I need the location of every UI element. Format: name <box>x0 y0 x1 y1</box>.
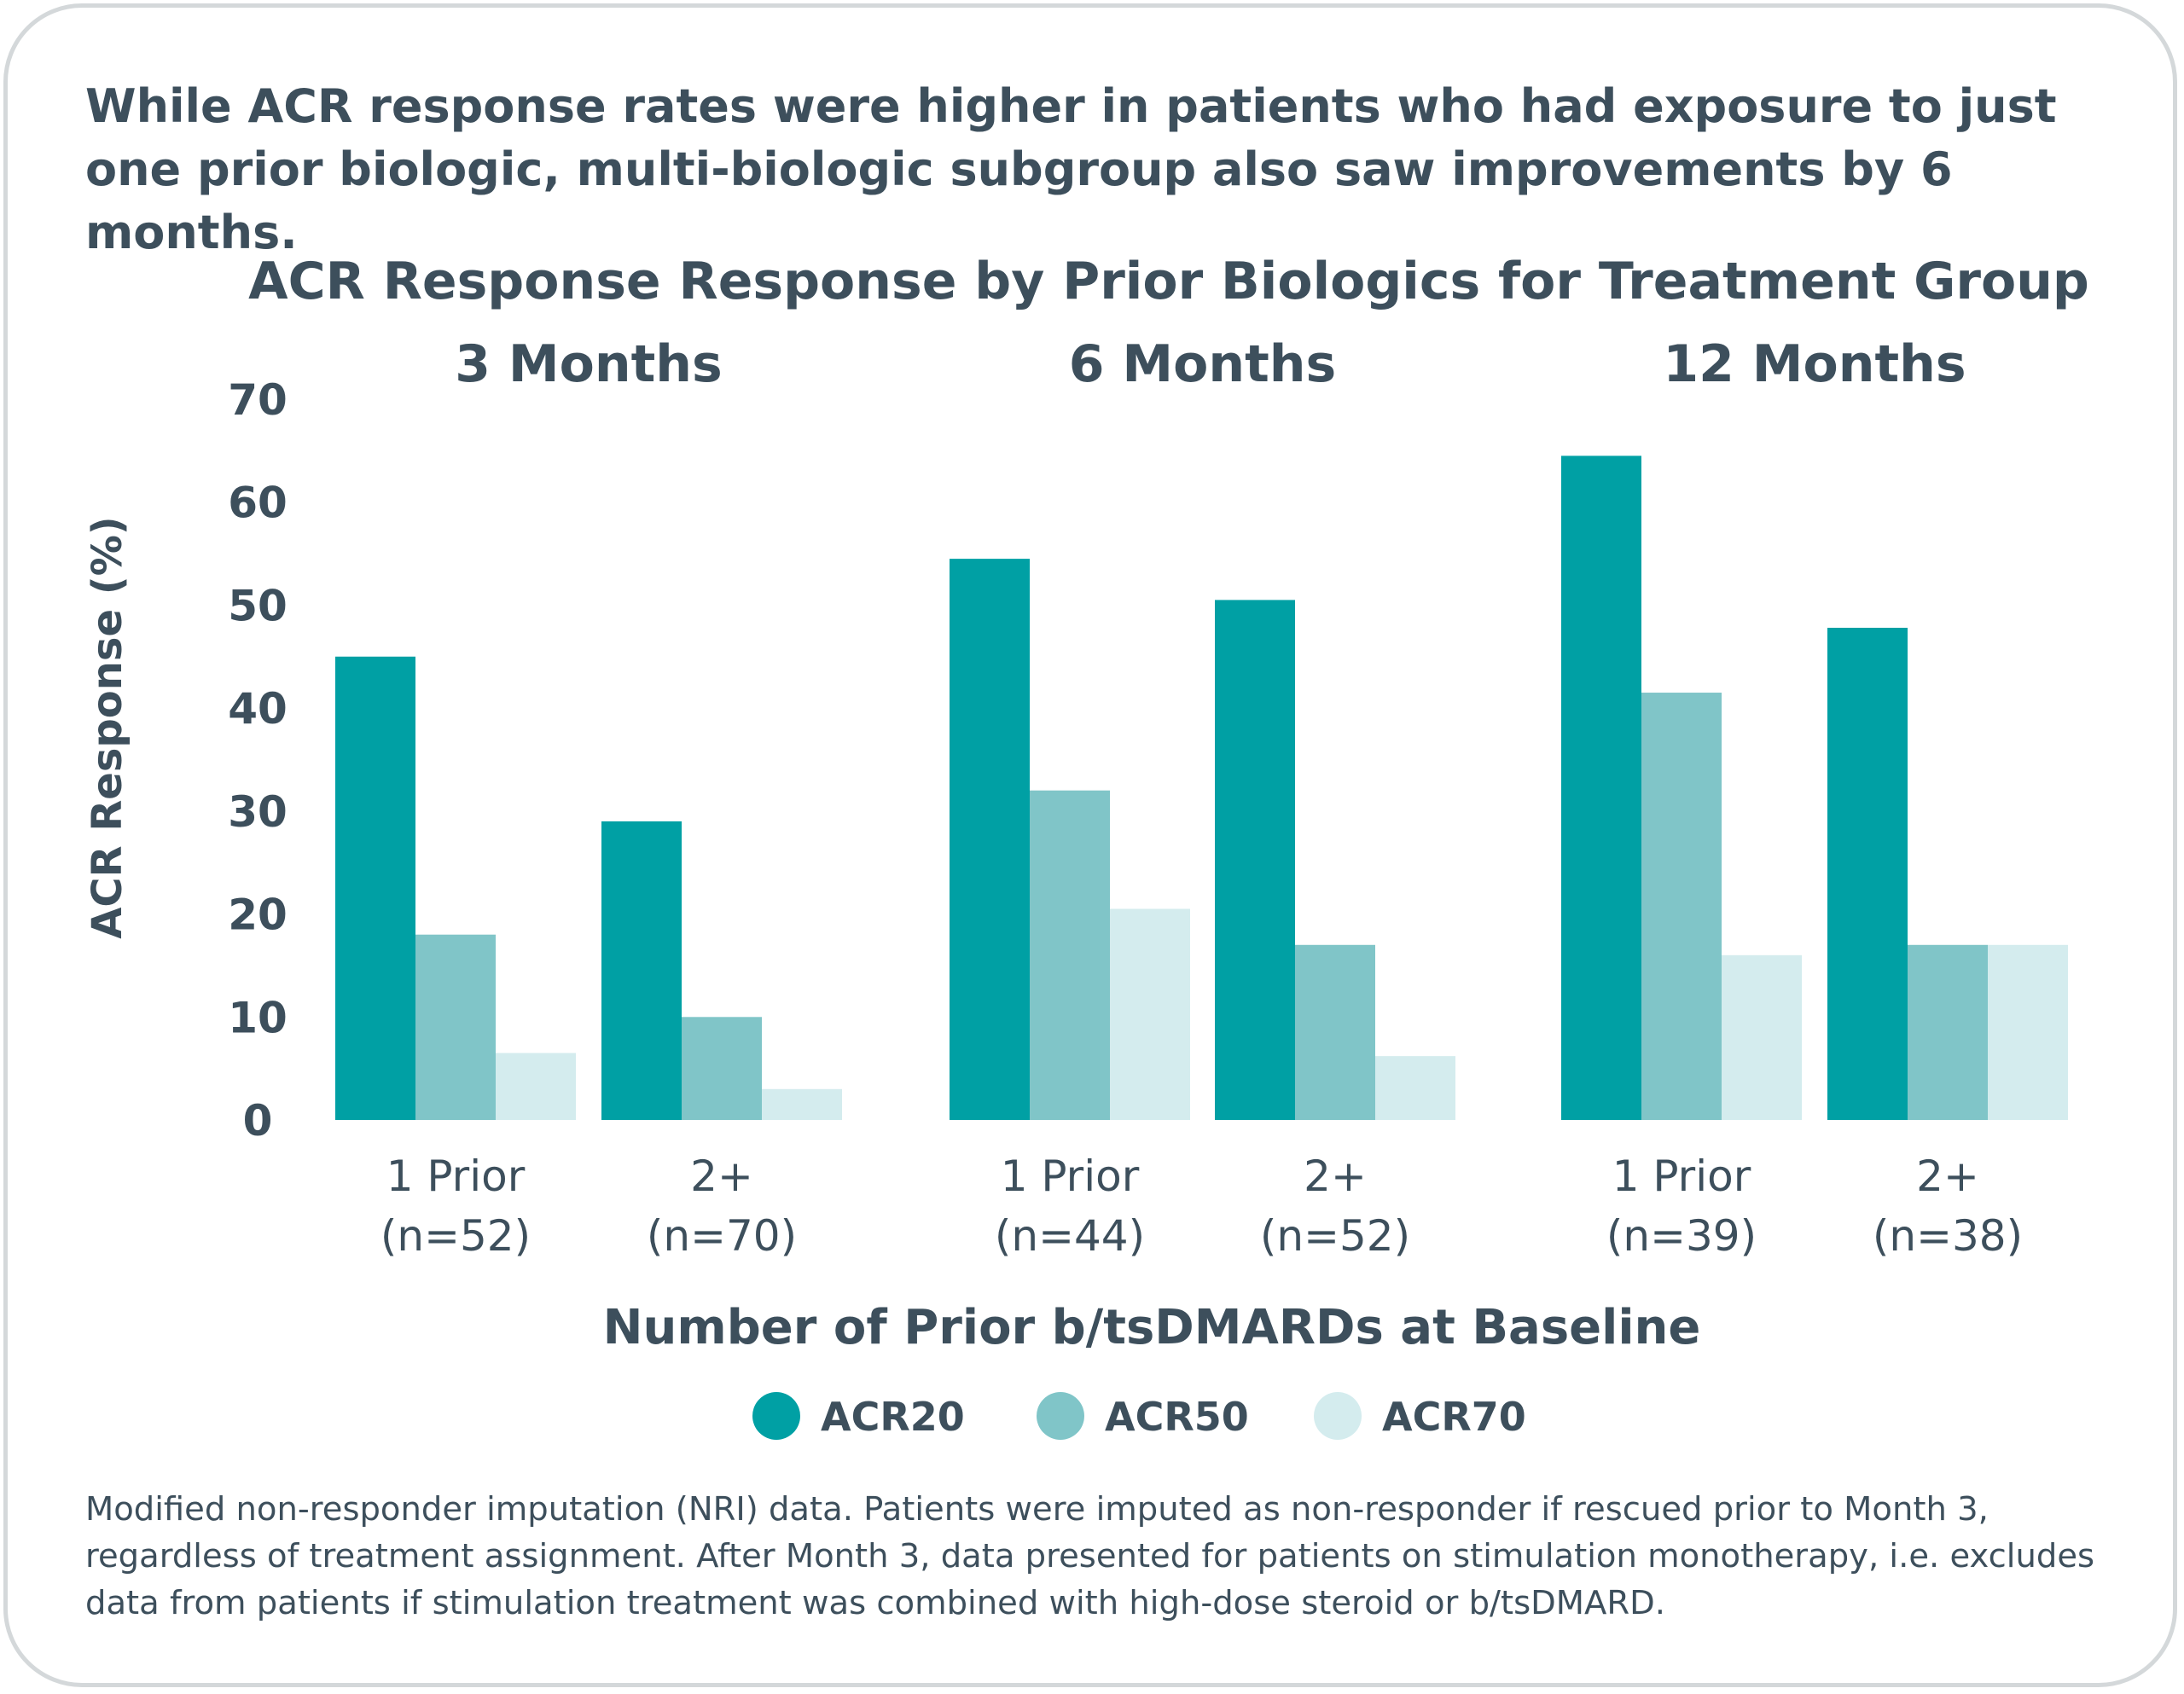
bar-acr70 <box>496 1053 576 1120</box>
group-sample-size: (n=39) <box>1606 1211 1757 1261</box>
bar-acr20 <box>1215 600 1295 1120</box>
bar-acr70 <box>762 1088 842 1120</box>
x-axis-label: Number of Prior b/tsDMARDs at Baseline <box>603 1300 1701 1355</box>
chart-title: ACR Response Response by Prior Biologics… <box>248 252 2089 311</box>
y-tick-label: 50 <box>228 581 288 630</box>
legend: ACR20 ACR50 ACR70 <box>752 1392 1526 1440</box>
legend-swatch <box>1314 1392 1362 1440</box>
group-sample-size: (n=44) <box>995 1211 1145 1261</box>
group-label: 2+ <box>690 1152 753 1201</box>
group-label: 2+ <box>1304 1152 1367 1201</box>
bar-acr50 <box>1295 944 1375 1120</box>
legend-swatch <box>1037 1392 1084 1440</box>
group-label: 2+ <box>1916 1152 1979 1201</box>
legend-item-acr20: ACR20 <box>752 1392 965 1440</box>
panel-title: 3 Months <box>455 334 722 394</box>
bar-acr50 <box>415 934 496 1120</box>
legend-label: ACR70 <box>1382 1394 1526 1440</box>
legend-swatch <box>752 1392 800 1440</box>
footnote: Modified non-responder imputation (NRI) … <box>85 1490 2095 1622</box>
legend-label: ACR20 <box>821 1394 965 1440</box>
bar-acr20 <box>1561 455 1641 1120</box>
legend-item-acr70: ACR70 <box>1314 1392 1526 1440</box>
group-sample-size: (n=38) <box>1873 1211 2023 1261</box>
group-label: 1 Prior <box>1612 1152 1751 1201</box>
y-tick-label: 70 <box>228 375 288 425</box>
group-sample-size: (n=70) <box>647 1211 797 1261</box>
bar-acr70 <box>1722 954 1802 1120</box>
group-label: 1 Prior <box>1001 1152 1140 1201</box>
panel-1: 3 Months 1 Prior (n=52) 2+ (n=70) <box>335 334 842 1261</box>
headline: While ACR response rates were higher in … <box>85 79 2057 259</box>
group-label: 1 Prior <box>386 1152 526 1201</box>
bar-acr20 <box>601 821 682 1120</box>
group-sample-size: (n=52) <box>380 1211 531 1261</box>
bar-acr50 <box>1030 790 1110 1120</box>
chart-panels: 3 Months 1 Prior (n=52) 2+ (n=70) 6 Months 1 P… <box>335 334 2068 1261</box>
bar-acr70 <box>1375 1056 1455 1120</box>
y-axis-label: ACR Response (%) <box>84 516 131 938</box>
bar-acr20 <box>335 656 415 1120</box>
panel-title: 12 Months <box>1663 334 1966 394</box>
y-tick-label: 20 <box>228 891 288 940</box>
bar-acr50 <box>1908 944 1988 1120</box>
bar-acr20 <box>1827 627 1908 1120</box>
bar-acr50 <box>682 1017 762 1120</box>
y-tick-label: 40 <box>228 684 288 734</box>
panel-3: 12 Months 1 Prior (n=39) 2+ (n=38) <box>1561 334 2068 1261</box>
bar-acr70 <box>1110 908 1190 1120</box>
bar-acr20 <box>950 559 1030 1120</box>
legend-label: ACR50 <box>1105 1394 1249 1440</box>
y-tick-label: 60 <box>228 479 288 528</box>
group-sample-size: (n=52) <box>1260 1211 1410 1261</box>
bar-acr50 <box>1641 693 1722 1120</box>
y-tick-label: 0 <box>243 1096 273 1146</box>
y-tick-label: 10 <box>228 993 288 1042</box>
y-axis: 0 10 20 30 40 50 60 70 <box>228 375 288 1146</box>
panel-2: 6 Months 1 Prior (n=44) 2+ (n=52) <box>950 334 1455 1261</box>
y-tick-label: 30 <box>228 787 288 837</box>
panel-title: 6 Months <box>1069 334 1336 394</box>
bar-acr70 <box>1988 944 2068 1120</box>
legend-item-acr50: ACR50 <box>1037 1392 1249 1440</box>
